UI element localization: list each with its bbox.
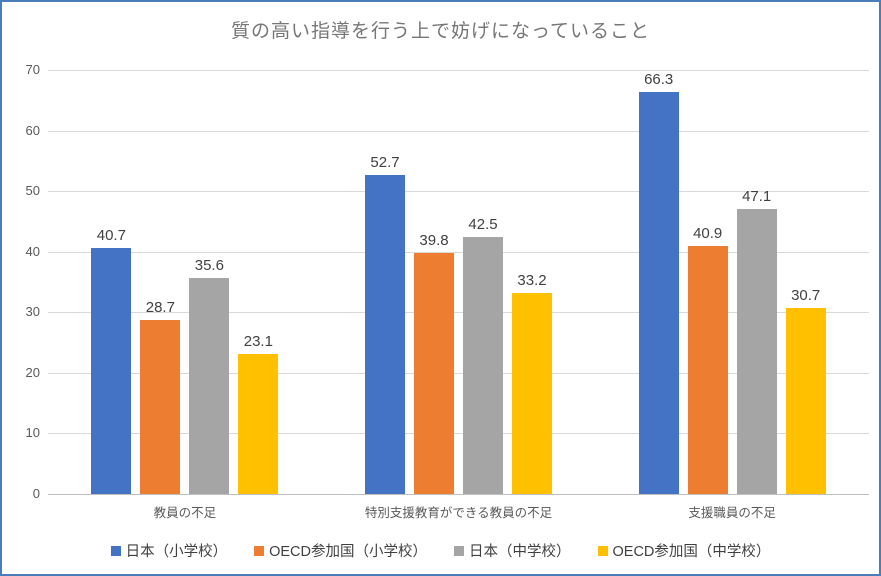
y-tick-label: 0 xyxy=(32,486,40,501)
legend-label: 日本（中学校） xyxy=(469,544,571,560)
plot-area: 40.7 28.7 35.6 23.1 52.7 39.8 42.5 33.2 66.3 40.9… xyxy=(48,70,869,495)
bar-value-label: 42.5 xyxy=(468,215,498,233)
bar-value-label: 66.3 xyxy=(644,71,674,89)
bars-layer: 40.7 28.7 35.6 23.1 52.7 39.8 42.5 33.2 66.3 40.9… xyxy=(48,70,869,494)
gridline xyxy=(48,251,869,253)
bar: 40.7 xyxy=(91,227,132,494)
bar-group: 52.7 39.8 42.5 33.2 xyxy=(322,70,596,494)
category-label: 支援職員の不足 xyxy=(688,506,776,520)
bar: 39.8 xyxy=(414,232,454,494)
y-tick-label: 70 xyxy=(25,62,40,77)
bar: 23.1 xyxy=(238,333,279,494)
legend-swatch-icon xyxy=(110,545,121,556)
bar-value-label: 40.7 xyxy=(96,226,126,244)
gridline xyxy=(48,312,869,314)
bar: 66.3 xyxy=(638,71,679,494)
y-tick-label: 50 xyxy=(25,183,40,199)
bar-value-label: 23.1 xyxy=(243,333,273,351)
bar-value-label: 52.7 xyxy=(370,153,400,171)
legend-item: OECD参加国（小学校） xyxy=(254,540,427,561)
legend-item: OECD参加国（中学校） xyxy=(597,540,771,561)
y-tick-label: 60 xyxy=(25,122,40,138)
gridline xyxy=(48,130,869,132)
chart-title: 質の高い指導を行う上で妨げになっていること xyxy=(230,21,651,42)
legend-item: 日本（中学校） xyxy=(454,540,571,561)
bar-value-label: 35.6 xyxy=(194,257,224,275)
bar: 52.7 xyxy=(365,154,405,494)
bar: 28.7 xyxy=(140,299,181,494)
bar-group: 40.7 28.7 35.6 23.1 xyxy=(48,70,322,494)
y-tick-label: 40 xyxy=(25,243,40,259)
gridline xyxy=(48,433,869,435)
gridline xyxy=(48,70,869,71)
bar-value-label: 40.9 xyxy=(693,225,723,243)
gridline xyxy=(48,191,869,193)
bar: 40.9 xyxy=(687,225,728,494)
legend-label: OECD参加国（小学校） xyxy=(269,544,427,560)
legend-swatch-icon xyxy=(454,545,464,556)
x-axis-labels: 教員の不足 特別支援教育ができる教員の不足 支援職員の不足 xyxy=(48,502,869,521)
bar: 47.1 xyxy=(736,188,777,494)
bar: 42.5 xyxy=(463,216,503,494)
bar: 33.2 xyxy=(512,272,552,494)
legend-item: 日本（小学校） xyxy=(110,540,228,561)
bar: 35.6 xyxy=(189,257,230,494)
bar-group: 66.3 40.9 47.1 30.7 xyxy=(595,70,869,494)
legend-label: OECD参加国（中学校） xyxy=(612,544,771,560)
gridline xyxy=(48,372,869,374)
legend: 日本（小学校） OECD参加国（小学校） 日本（中学校） OECD参加国（中学校） xyxy=(2,540,879,561)
gridline xyxy=(48,494,869,495)
bar-value-label: 33.2 xyxy=(517,271,547,289)
bar: 30.7 xyxy=(785,287,826,494)
bar-value-label: 47.1 xyxy=(742,187,772,205)
bar-value-label: 28.7 xyxy=(145,299,175,317)
category-label: 特別支援教育ができる教員の不足 xyxy=(364,506,553,520)
legend-label: 日本（小学校） xyxy=(125,544,228,560)
bar-value-label: 39.8 xyxy=(419,231,449,249)
y-tick-label: 20 xyxy=(25,364,40,380)
category-label: 教員の不足 xyxy=(153,506,217,520)
legend-swatch-icon xyxy=(597,545,608,556)
legend-swatch-icon xyxy=(254,545,265,556)
y-tick-label: 30 xyxy=(25,304,40,320)
y-tick-label: 10 xyxy=(25,425,40,441)
bar-value-label: 30.7 xyxy=(791,287,821,304)
